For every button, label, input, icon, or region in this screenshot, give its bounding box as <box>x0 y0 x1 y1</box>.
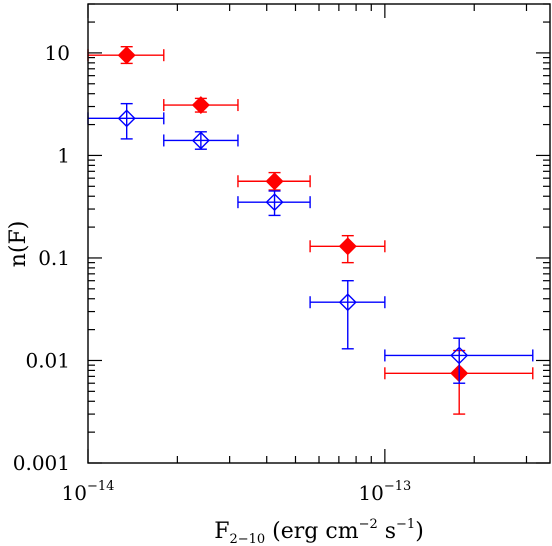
open-diamond-point <box>117 109 136 128</box>
minor-ticks <box>88 3 550 463</box>
x-axis-title-open: (erg cm <box>265 519 359 544</box>
open-diamond-point <box>338 293 357 312</box>
y-axis-title: n(F) <box>6 221 31 268</box>
open-diamond-point <box>265 193 284 212</box>
x-axis-title-subscript: 2−10 <box>229 532 265 546</box>
filled-diamond-point <box>191 96 210 115</box>
x-axis-title-close: ) <box>415 519 424 544</box>
x-axis-title-exp2: −1 <box>396 517 415 532</box>
x-tick-label: 10−14 <box>62 479 115 505</box>
series-2 <box>87 102 534 384</box>
y-tick-label: 0.001 <box>13 451 70 475</box>
open-diamond-point <box>450 346 469 365</box>
x-axis-title-base: F <box>214 519 229 544</box>
x-axis-title-exp1: −2 <box>359 517 378 532</box>
x-axis-title-mid: s <box>378 519 396 544</box>
y-tick-label: 0.1 <box>38 246 70 270</box>
x-tick-label: 10−13 <box>358 479 411 505</box>
x-axis-title: F2−10 (erg cm−2 s−1) <box>214 517 424 546</box>
y-tick-label: 10 <box>45 41 70 65</box>
filled-diamond-point <box>117 46 136 65</box>
plot-frame <box>87 3 551 464</box>
filled-diamond-point <box>338 237 357 256</box>
y-tick-label: 0.01 <box>25 348 70 372</box>
series-layer <box>87 45 534 415</box>
filled-diamond-point <box>265 172 284 191</box>
tick-labels: 10 1 0.1 0.01 0.001 10−14 10−13 <box>13 41 412 505</box>
open-diamond-point <box>191 131 210 150</box>
y-tick-label: 1 <box>57 143 70 167</box>
